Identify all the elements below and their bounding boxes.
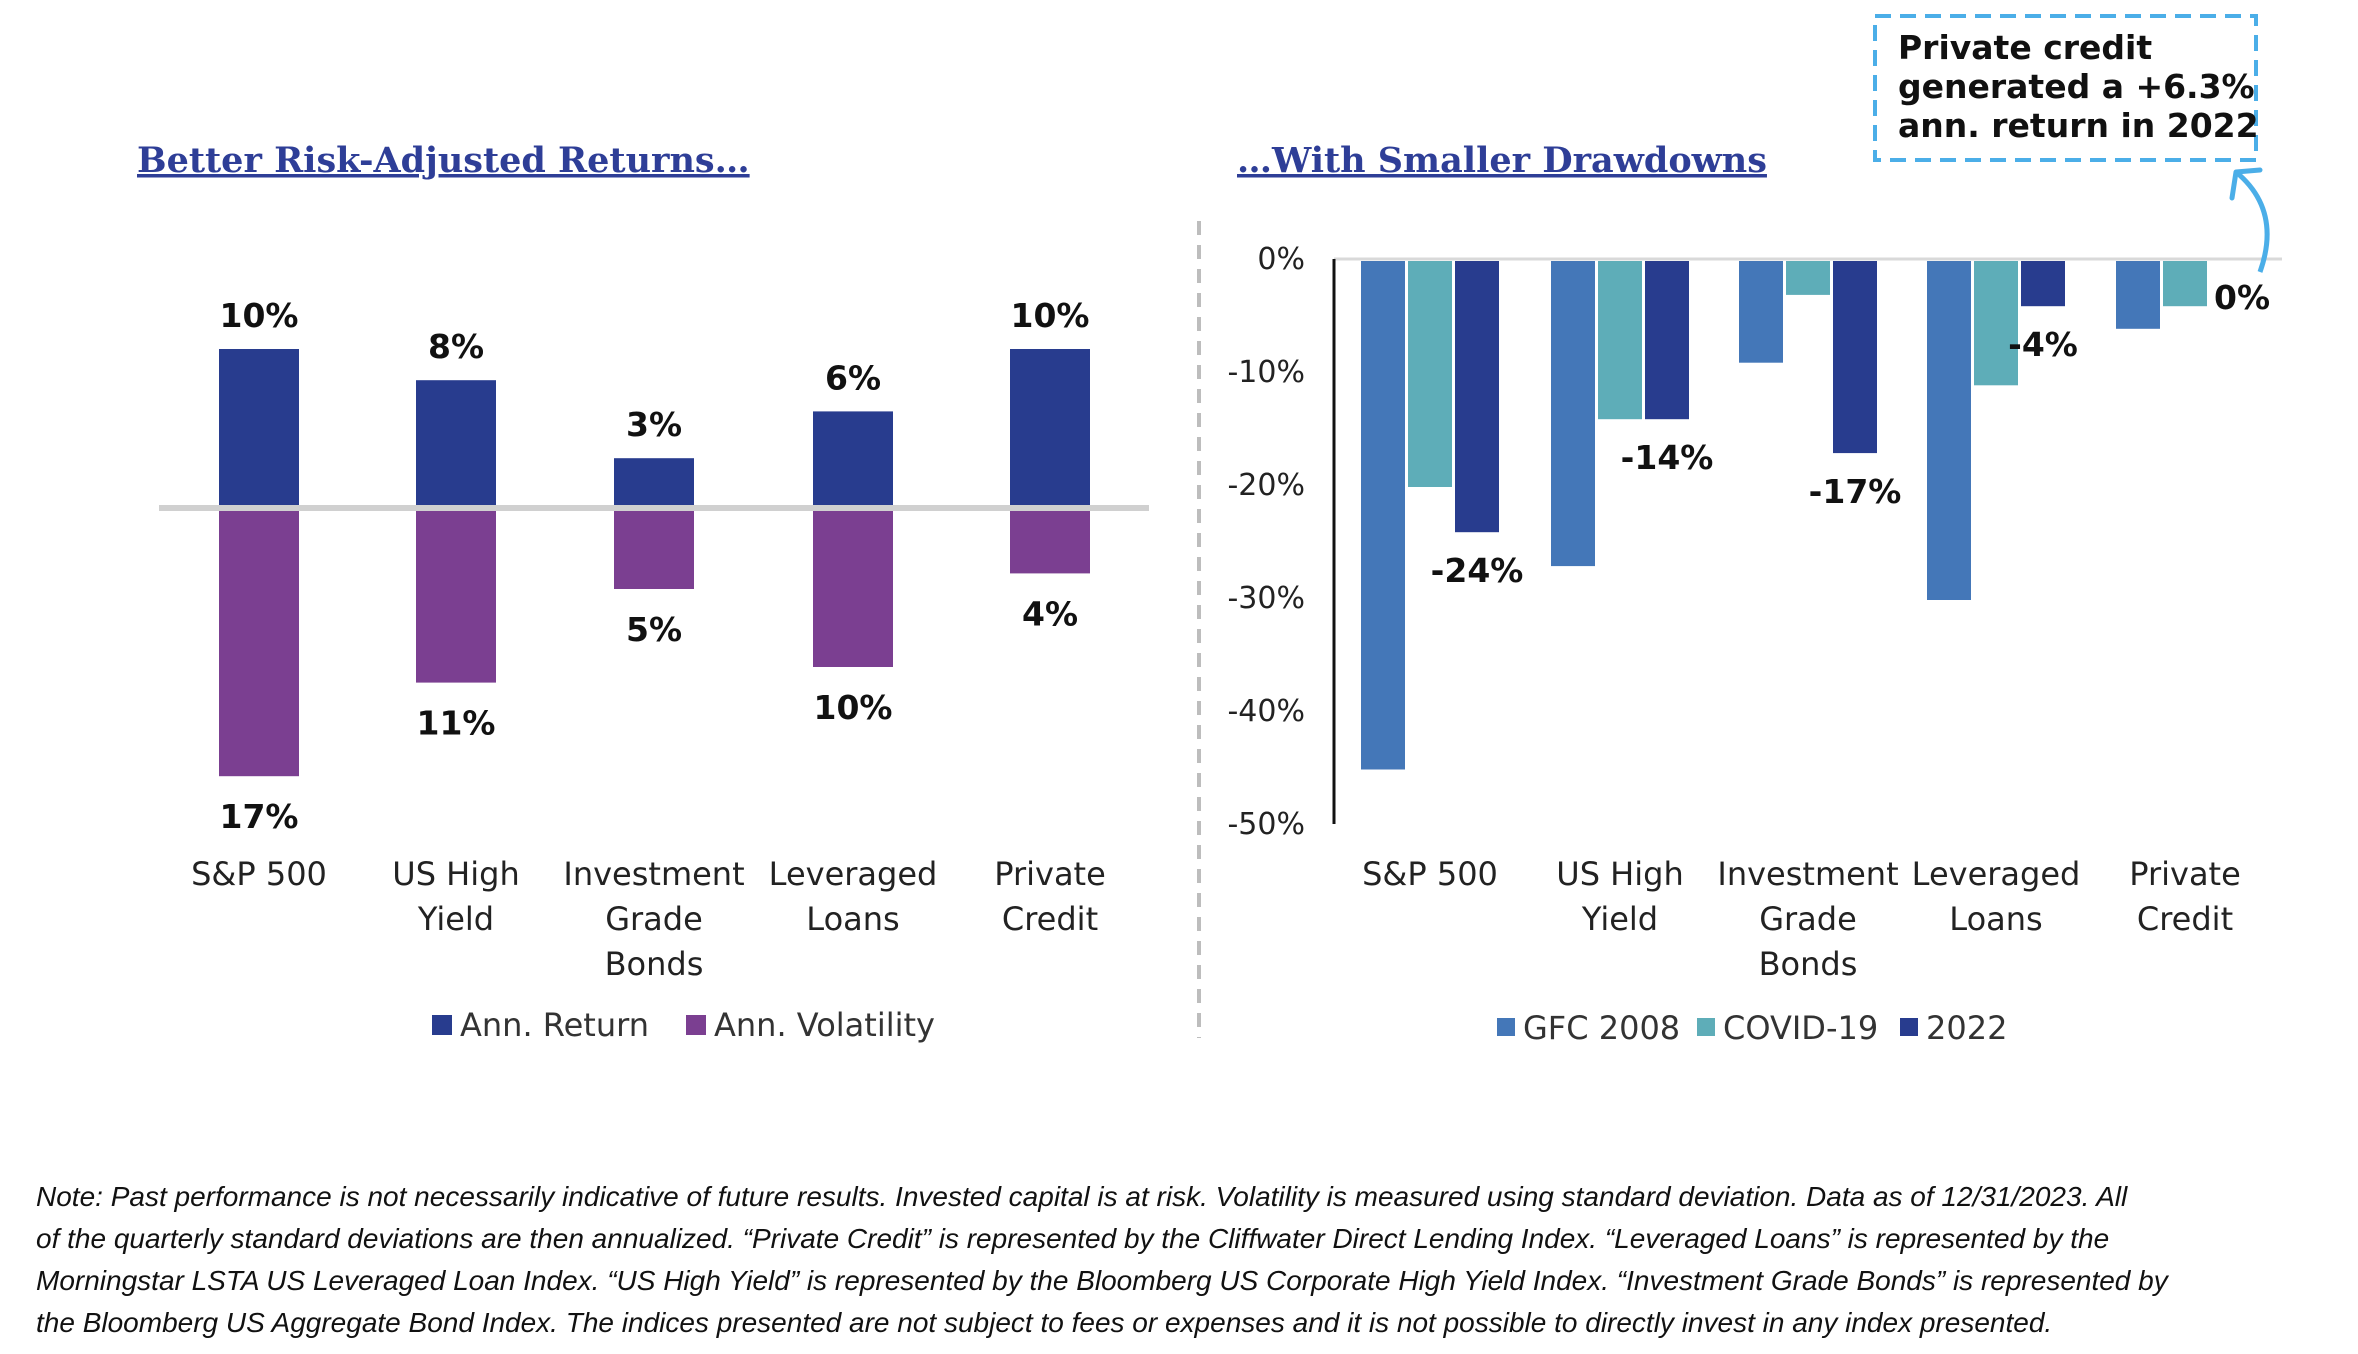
bar-covid-19 (1408, 261, 1452, 487)
footnote-line: the Bloomberg US Aggregate Bond Index. T… (36, 1307, 2053, 1338)
y-tick-label: -50% (1227, 807, 1305, 842)
category-label: Investment (563, 855, 744, 893)
data-label: 11% (417, 704, 496, 743)
legend-swatch (1497, 1018, 1515, 1036)
bar-ann-return (416, 380, 496, 505)
y-tick-label: -10% (1227, 355, 1305, 390)
annotation-text: ann. return in 2022 (1898, 106, 2259, 145)
data-label: 10% (1011, 296, 1090, 335)
bar-gfc-2008 (1361, 261, 1405, 770)
arrow-head-icon (2229, 167, 2263, 201)
category-label: S&P 500 (1362, 855, 1498, 893)
y-tick-label: 0% (1257, 242, 1305, 277)
bar-ann-return (219, 349, 299, 505)
annotation-text: Private credit (1898, 28, 2152, 67)
y-tick-label: -40% (1227, 694, 1305, 729)
bar-ann-return (614, 458, 694, 505)
y-tick-label: -30% (1227, 581, 1305, 616)
bar-2022 (1455, 261, 1499, 533)
category-label: Bonds (1759, 945, 1858, 983)
data-label: 4% (1022, 594, 1078, 633)
data-label: 10% (220, 296, 299, 335)
footnote: Note: Past performance is not necessaril… (36, 1176, 2346, 1344)
data-label: 8% (428, 327, 484, 366)
category-label: Grade (605, 900, 703, 938)
category-label: Leveraged (1912, 855, 2081, 893)
bar-covid-19 (2163, 261, 2207, 307)
category-label: Yield (417, 900, 494, 938)
category-label: Credit (1002, 900, 1098, 938)
bar-ann-return (1010, 349, 1090, 505)
data-label: -4% (2008, 325, 2078, 364)
category-label: Loans (1949, 900, 2042, 938)
bar-gfc-2008 (1927, 261, 1971, 600)
category-label: Private (2129, 855, 2241, 893)
data-label: -17% (1809, 472, 1902, 511)
category-label: Leveraged (769, 855, 938, 893)
bar-ann-volatility (813, 511, 893, 667)
legend-swatch (1697, 1018, 1715, 1036)
legend-label: Ann. Volatility (714, 1006, 935, 1044)
data-label: -14% (1621, 438, 1714, 477)
data-label: 5% (626, 610, 682, 649)
bar-covid-19 (1974, 261, 2018, 386)
legend-swatch (1900, 1018, 1918, 1036)
bar-2022 (2021, 261, 2065, 307)
y-tick-label: -20% (1227, 468, 1305, 503)
bar-covid-19 (1786, 261, 1830, 295)
bar-gfc-2008 (1739, 261, 1783, 363)
chart-title: …With Smaller Drawdowns (1237, 140, 1767, 181)
category-label: Credit (2137, 900, 2233, 938)
bar-ann-volatility (614, 511, 694, 589)
data-label: 3% (626, 405, 682, 444)
bar-2022 (1833, 261, 1877, 454)
category-label: Yield (1581, 900, 1658, 938)
legend-label: COVID-19 (1723, 1009, 1878, 1047)
annotation-arrow (2234, 170, 2270, 273)
data-label: 0% (2214, 278, 2270, 317)
legend-label: 2022 (1926, 1009, 2007, 1047)
data-label: -24% (1431, 551, 1524, 590)
data-label: 10% (814, 688, 893, 727)
bar-2022 (1645, 261, 1689, 420)
bar-gfc-2008 (1551, 261, 1595, 567)
category-label: Private (994, 855, 1106, 893)
legend-swatch (432, 1015, 452, 1035)
bar-gfc-2008 (2116, 261, 2160, 329)
data-label: 17% (220, 797, 299, 836)
legend-label: Ann. Return (460, 1006, 649, 1044)
chart-title: Better Risk-Adjusted Returns… (137, 140, 750, 181)
footnote-line: Note: Past performance is not necessaril… (36, 1181, 2128, 1212)
category-label: Bonds (605, 945, 704, 983)
bar-ann-volatility (219, 511, 299, 777)
category-label: US High (392, 855, 519, 893)
bar-ann-volatility (416, 511, 496, 683)
legend-swatch (686, 1015, 706, 1035)
footnote-line: Morningstar LSTA US Leveraged Loan Index… (36, 1265, 2168, 1296)
category-label: S&P 500 (191, 855, 327, 893)
bar-ann-return (813, 411, 893, 505)
category-label: Grade (1759, 900, 1857, 938)
category-label: Loans (806, 900, 899, 938)
footnote-line: of the quarterly standard deviations are… (36, 1223, 2110, 1254)
legend-label: GFC 2008 (1523, 1009, 1680, 1047)
data-label: 6% (825, 358, 881, 397)
category-label: US High (1556, 855, 1683, 893)
bar-covid-19 (1598, 261, 1642, 420)
category-label: Investment (1717, 855, 1898, 893)
bar-ann-volatility (1010, 511, 1090, 574)
annotation-text: generated a +6.3% (1898, 67, 2255, 106)
annotation-box (1873, 14, 2258, 162)
